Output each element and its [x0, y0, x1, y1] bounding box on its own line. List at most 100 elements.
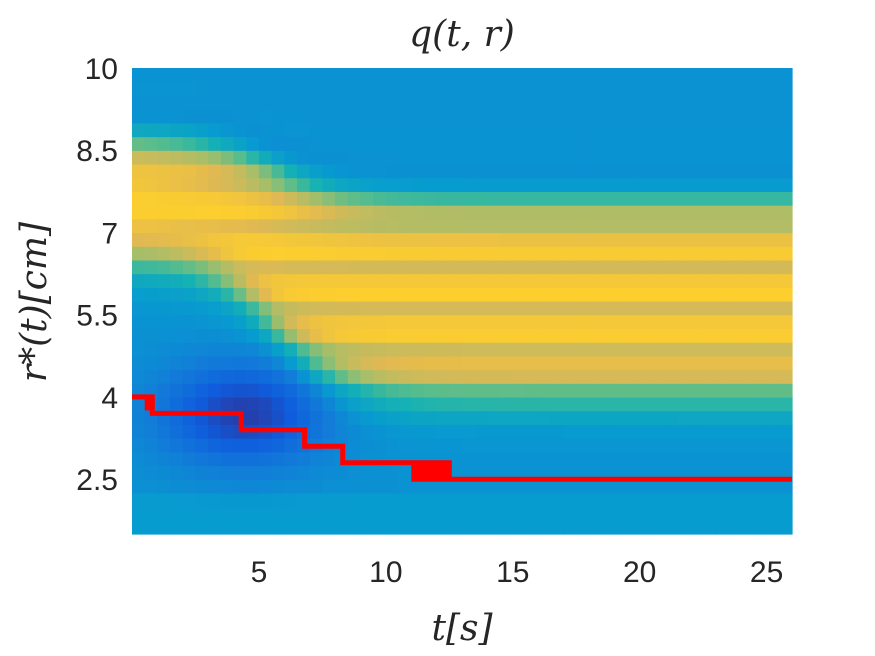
heatmap-cell: [550, 410, 565, 425]
heatmap-cell: [639, 396, 653, 412]
heatmap-cell: [474, 122, 488, 138]
heatmap-cell: [576, 301, 590, 316]
heatmap-cell: [677, 81, 692, 97]
heatmap-cell: [500, 136, 514, 151]
heatmap-cell: [347, 95, 362, 110]
heatmap-cell: [182, 492, 197, 508]
heatmap-cell: [766, 259, 780, 275]
heatmap-cell: [233, 232, 247, 247]
heatmap-cell: [258, 369, 273, 384]
heatmap-cell: [309, 205, 323, 220]
heatmap-cell: [233, 177, 247, 192]
heatmap-cell: [373, 410, 387, 425]
heatmap-cell: [449, 163, 463, 179]
heatmap-cell: [132, 218, 146, 234]
heatmap-cell: [284, 301, 298, 316]
heatmap-cell: [779, 396, 793, 412]
heatmap-cell: [474, 438, 488, 453]
heatmap-cell: [665, 218, 679, 234]
heatmap-cell: [449, 492, 463, 508]
heatmap-cell: [652, 68, 666, 83]
heatmap-cell: [284, 492, 298, 508]
heatmap-cell: [170, 68, 184, 83]
heatmap-cell: [271, 342, 285, 357]
heatmap-cell: [423, 355, 438, 371]
heatmap-cell: [563, 451, 577, 467]
heatmap-cell: [512, 150, 527, 165]
heatmap-cell: [766, 301, 780, 316]
heatmap-cell: [271, 205, 285, 220]
heatmap-cell: [779, 314, 793, 330]
heatmap-cell: [297, 273, 311, 288]
heatmap-cell: [208, 383, 222, 398]
heatmap-cell: [436, 396, 450, 412]
heatmap-cell: [157, 232, 171, 247]
heatmap-cell: [665, 122, 679, 138]
heatmap-cell: [233, 438, 247, 453]
heatmap-cell: [335, 396, 349, 412]
heatmap-cell: [563, 438, 577, 453]
heatmap-cell: [576, 520, 590, 535]
heatmap-cell: [512, 287, 527, 302]
heatmap-cell: [284, 273, 298, 288]
heatmap-cell: [411, 232, 425, 247]
heatmap-cell: [728, 273, 742, 288]
heatmap-cell: [322, 355, 336, 371]
heatmap-cell: [538, 492, 552, 508]
heatmap-cell: [665, 492, 679, 508]
heatmap-cell: [436, 506, 450, 521]
heatmap-cell: [220, 287, 235, 302]
heatmap-cell: [195, 438, 209, 453]
heatmap-cell: [284, 191, 298, 206]
heatmap-cell: [627, 410, 641, 425]
heatmap-cell: [347, 383, 362, 398]
heatmap-cell: [538, 259, 552, 275]
heatmap-cell: [525, 355, 539, 371]
heatmap-cell: [500, 520, 514, 535]
heatmap-cell: [297, 479, 311, 494]
heatmap-cell: [487, 328, 501, 343]
heatmap-cell: [563, 246, 577, 261]
heatmap-cell: [576, 81, 590, 97]
heatmap-cell: [132, 355, 146, 371]
heatmap-cell: [449, 218, 463, 234]
heatmap-cell: [195, 451, 209, 467]
heatmap-cell: [309, 191, 323, 206]
heatmap-cell: [766, 163, 780, 179]
heatmap-cell: [525, 506, 539, 521]
heatmap-cell: [665, 163, 679, 179]
heatmap-cell: [601, 438, 615, 453]
heatmap-cell: [436, 520, 450, 535]
heatmap-cell: [360, 246, 374, 261]
heatmap-cell: [170, 479, 184, 494]
heatmap-cell: [322, 136, 336, 151]
heatmap-cell: [601, 492, 615, 508]
heatmap-cell: [462, 383, 476, 398]
heatmap-cell: [284, 451, 298, 467]
heatmap-cell: [563, 136, 577, 151]
heatmap-cell: [525, 287, 539, 302]
heatmap-cell: [347, 81, 362, 97]
heatmap-cell: [525, 314, 539, 330]
heatmap-cell: [170, 355, 184, 371]
heatmap-cell: [144, 383, 158, 398]
heatmap-cell: [500, 191, 514, 206]
heatmap-cell: [297, 259, 311, 275]
heatmap-cell: [588, 232, 603, 247]
heatmap-cell: [132, 273, 146, 288]
heatmap-cell: [639, 81, 653, 97]
heatmap-cell: [233, 205, 247, 220]
heatmap-cell: [677, 369, 692, 384]
heatmap-cell: [246, 355, 260, 371]
heatmap-cell: [563, 109, 577, 124]
heatmap-cell: [449, 95, 463, 110]
heatmap-cell: [550, 342, 565, 357]
heatmap-cell: [715, 520, 730, 535]
heatmap-cell: [423, 150, 438, 165]
heatmap-cell: [322, 218, 336, 234]
heatmap-cell: [588, 136, 603, 151]
heatmap-cell: [563, 506, 577, 521]
heatmap-cell: [677, 438, 692, 453]
heatmap-cell: [690, 177, 704, 192]
